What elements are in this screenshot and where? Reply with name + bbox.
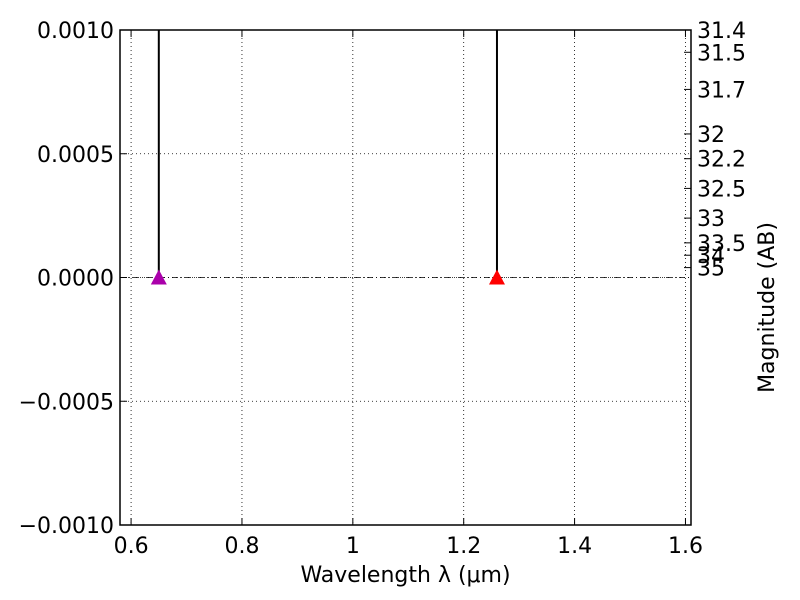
y-axis-ticks: 0.0010 0.0005 0.0000 −0.0005 −0.0010 bbox=[19, 19, 127, 539]
data-point-triangle bbox=[488, 269, 505, 285]
y2-tick-label: 31.7 bbox=[697, 78, 746, 103]
x-axis-label: Wavelength λ (μm) bbox=[300, 563, 510, 588]
y2-tick-label: 32 bbox=[697, 123, 725, 148]
x-tick-label: 1.2 bbox=[446, 534, 481, 559]
y2-axis-label: Magnitude (AB) bbox=[755, 222, 780, 393]
y-tick-label: −0.0010 bbox=[19, 514, 114, 539]
y2-tick-label: 31.4 bbox=[697, 19, 746, 44]
y2-tick-label: 33.5 bbox=[697, 232, 746, 257]
y2-tick-label: 35 bbox=[697, 257, 725, 282]
data-marks bbox=[150, 30, 505, 285]
y2-tick-label: 32.2 bbox=[697, 148, 746, 173]
x-tick-label: 1.6 bbox=[668, 534, 703, 559]
y2-tick-label: 32.5 bbox=[697, 177, 746, 202]
y-tick-label: −0.0005 bbox=[19, 390, 114, 415]
x-tick-label: 0.6 bbox=[114, 534, 149, 559]
y-tick-label: 0.0010 bbox=[37, 19, 114, 44]
y-tick-label: 0.0000 bbox=[37, 267, 114, 292]
y2-tick-label: 34 bbox=[697, 244, 725, 269]
y-tick-label: 0.0005 bbox=[37, 143, 114, 168]
data-point-triangle bbox=[150, 269, 167, 285]
y2-tick-label: 31.5 bbox=[697, 41, 746, 66]
grid-lines bbox=[120, 30, 691, 525]
x-axis-ticks: 0.6 0.8 1 1.2 1.4 1.6 bbox=[114, 30, 703, 559]
x-tick-label: 1.4 bbox=[557, 534, 592, 559]
x-tick-label: 1 bbox=[346, 534, 360, 559]
y2-tick-label: 33 bbox=[697, 207, 725, 232]
x-tick-label: 0.8 bbox=[224, 534, 259, 559]
